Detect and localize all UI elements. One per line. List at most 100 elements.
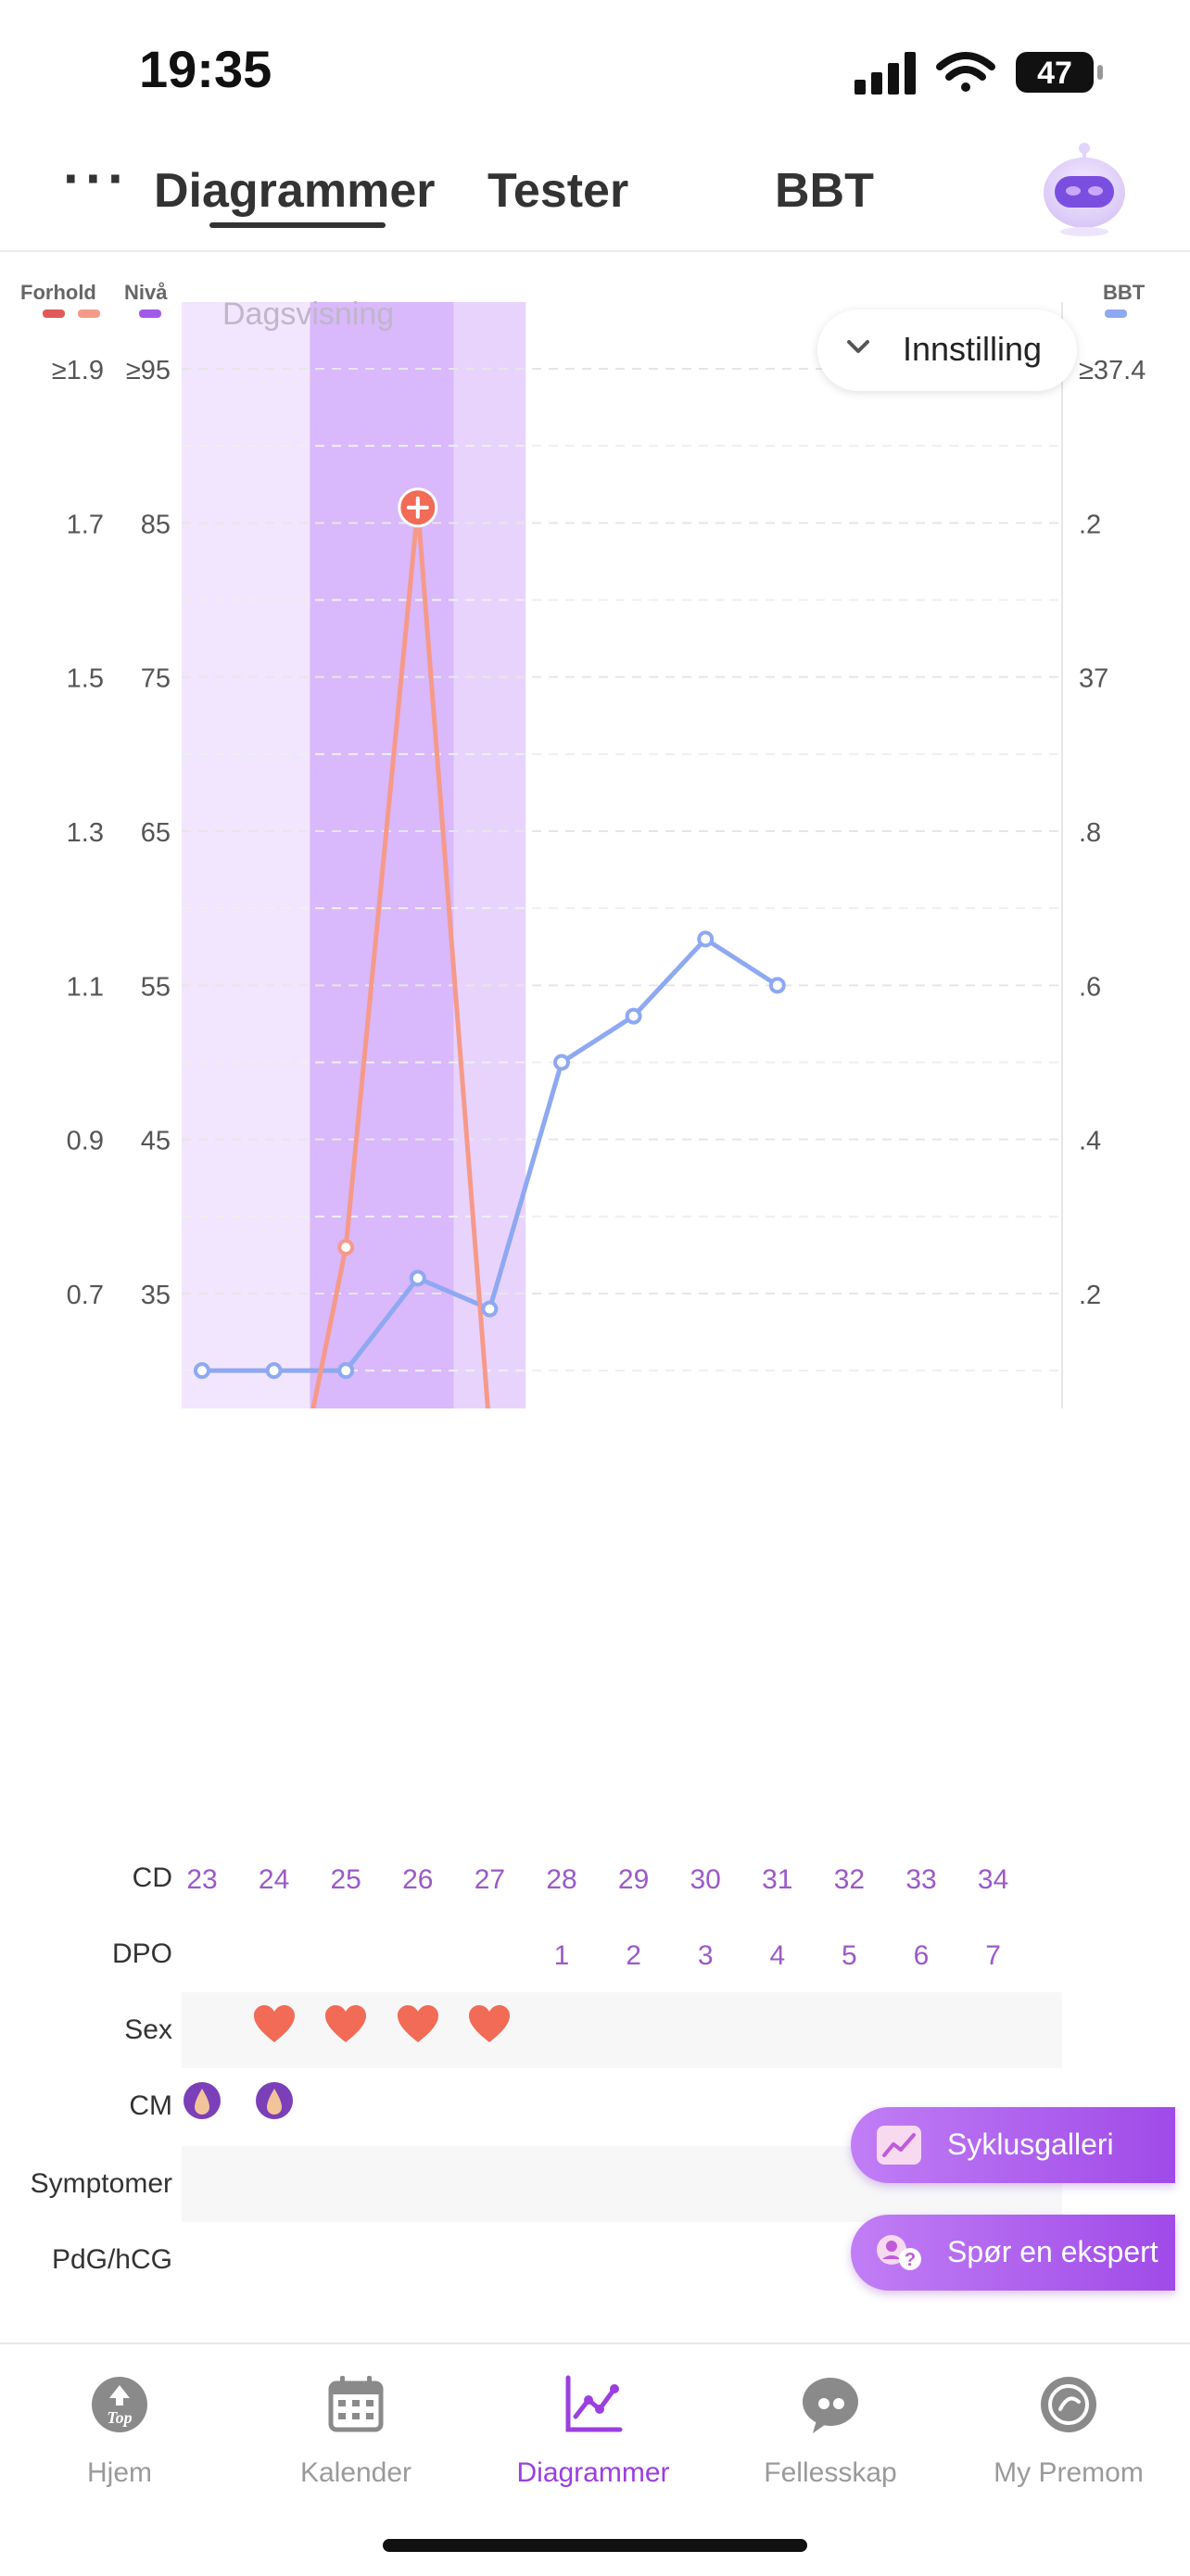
bbt-point — [625, 1007, 642, 1025]
bbt-tick-label: ≥37.4 — [1079, 356, 1146, 385]
bbt-tick-label: 37 — [1079, 664, 1108, 694]
dpo-value: 5 — [842, 1940, 857, 1971]
svg-text:?: ? — [905, 2250, 916, 2270]
sex-row-band — [182, 1992, 1062, 2068]
bbt-point — [265, 1362, 283, 1380]
cervical-mucus-icon[interactable] — [183, 2081, 222, 2120]
cd-value: 33 — [905, 1864, 937, 1895]
level-tick-label: 85 — [141, 510, 171, 539]
legend-ratio-swatch — [78, 309, 100, 318]
hormone-bbt-chart: Forhold Nivå BBT ≥1.9 ≥95 ≥37.4 1.7 85 .2 1.5 75 37… — [20, 281, 1146, 1408]
ratio-tick-label: ≥1.9 — [52, 356, 104, 385]
active-tab-indicator — [209, 222, 386, 228]
nav-item-my-premom[interactable]: My Premom — [967, 2372, 1171, 2489]
cd-value: 30 — [690, 1864, 721, 1895]
ask-expert-button[interactable]: ? Spør en ekspert — [851, 2215, 1175, 2291]
fertile-band-mid — [453, 302, 526, 1408]
bbt-tick-label: .4 — [1079, 1127, 1101, 1156]
nav-item-community[interactable]: Fellesskap — [728, 2372, 932, 2489]
ratio-point — [337, 1239, 355, 1256]
calendar-icon — [328, 2376, 384, 2432]
cd-value: 24 — [258, 1864, 290, 1895]
cd-value: 26 — [402, 1864, 434, 1895]
home-indicator — [383, 2539, 807, 2552]
fertile-band-light — [182, 302, 310, 1408]
legend-bbt-swatch — [1105, 309, 1127, 318]
assistant-robot-icon[interactable] — [1038, 135, 1131, 237]
ratio-tick-label: 0.7 — [67, 1281, 104, 1310]
settings-button[interactable]: Innstilling — [817, 309, 1077, 391]
cd-value: 28 — [546, 1864, 577, 1895]
bbt-point — [768, 977, 786, 994]
pdg-hcg-row-label: PdG/hCG — [51, 2244, 172, 2275]
level-tick-label: 75 — [141, 664, 171, 694]
status-icons: 47 — [855, 52, 1103, 95]
nav-item-calendar[interactable]: Kalender — [254, 2372, 458, 2489]
heart-icon[interactable] — [252, 2003, 297, 2044]
cd-value: 27 — [474, 1864, 506, 1895]
dpo-value: 1 — [553, 1940, 570, 1971]
chart-header — [0, 139, 1190, 252]
cd-value: 23 — [186, 1864, 218, 1895]
svg-text:Top: Top — [107, 2408, 132, 2427]
bbt-point — [409, 1269, 426, 1287]
settings-label: Innstilling — [903, 330, 1043, 368]
chart-icon — [565, 2375, 623, 2432]
dpo-value: 3 — [697, 1940, 714, 1971]
signal-icon — [855, 52, 916, 95]
heart-icon[interactable] — [467, 2003, 512, 2044]
home-top-icon: Top — [92, 2377, 147, 2432]
nav-item-diagrammer[interactable]: Diagrammer — [491, 2372, 695, 2489]
ratio-tick-label: 0.9 — [67, 1127, 104, 1156]
heart-icon[interactable] — [323, 2003, 368, 2044]
level-tick-label: 45 — [141, 1127, 171, 1156]
chevron-down-icon — [847, 340, 869, 353]
profile-icon — [1041, 2377, 1096, 2432]
cervical-mucus-icon[interactable] — [255, 2081, 294, 2120]
status-bar: 19:35 47 — [0, 0, 1190, 139]
cd-row-label: CD — [132, 1863, 172, 1893]
cd-value: 29 — [617, 1864, 650, 1895]
level-tick-label: 55 — [141, 972, 171, 1002]
tab-diagrammer[interactable]: Diagrammer — [154, 164, 436, 218]
bbt-point — [481, 1300, 499, 1318]
legend-ratio-swatch — [43, 309, 65, 318]
axis-title-level: Nivå — [124, 281, 168, 304]
ratio-tick-label: 1.1 — [67, 972, 104, 1002]
tab-bbt[interactable]: BBT — [775, 164, 874, 218]
nav-label-my-premom: My Premom — [994, 2457, 1144, 2488]
dpo-value: 2 — [626, 1940, 641, 1971]
bbt-point — [697, 930, 715, 948]
heart-icon[interactable] — [396, 2003, 440, 2044]
community-icon — [803, 2378, 858, 2433]
legend-level-swatch — [139, 309, 161, 318]
battery-level: 47 — [1037, 56, 1072, 91]
tab-tester[interactable]: Tester — [487, 164, 629, 218]
more-menu-button[interactable]: ··· — [63, 147, 130, 209]
nav-item-home[interactable]: Top Hjem — [18, 2372, 222, 2489]
day-view-label: Dagsvisning — [222, 297, 395, 332]
cm-row-label: CM — [129, 2090, 172, 2121]
cd-value: 31 — [762, 1864, 793, 1895]
nav-label-calendar: Kalender — [299, 2457, 412, 2488]
peak-plus-icon — [406, 496, 429, 519]
gallery-chart-icon — [877, 2126, 921, 2165]
bbt-tick-label: .8 — [1079, 818, 1101, 848]
cycle-gallery-label: Syklusgalleri — [947, 2128, 1114, 2161]
level-tick-label: 35 — [141, 1281, 171, 1310]
sex-row-label: Sex — [124, 2014, 172, 2045]
bbt-point — [337, 1362, 355, 1380]
battery-icon: 47 — [1016, 52, 1103, 93]
status-time: 19:35 — [139, 40, 272, 98]
cd-value: 34 — [977, 1864, 1009, 1895]
dpo-value: 4 — [769, 1940, 786, 1971]
cd-value: 25 — [330, 1864, 361, 1895]
wifi-icon — [936, 52, 995, 92]
cycle-gallery-button[interactable]: Syklusgalleri — [851, 2107, 1175, 2183]
nav-label-community: Fellesskap — [764, 2457, 897, 2488]
dpo-row-label: DPO — [111, 1938, 172, 1969]
ratio-tick-label: 1.5 — [67, 664, 104, 694]
bbt-point — [553, 1054, 570, 1071]
bbt-tick-label: .2 — [1079, 1281, 1101, 1310]
dpo-value: 6 — [913, 1940, 930, 1971]
